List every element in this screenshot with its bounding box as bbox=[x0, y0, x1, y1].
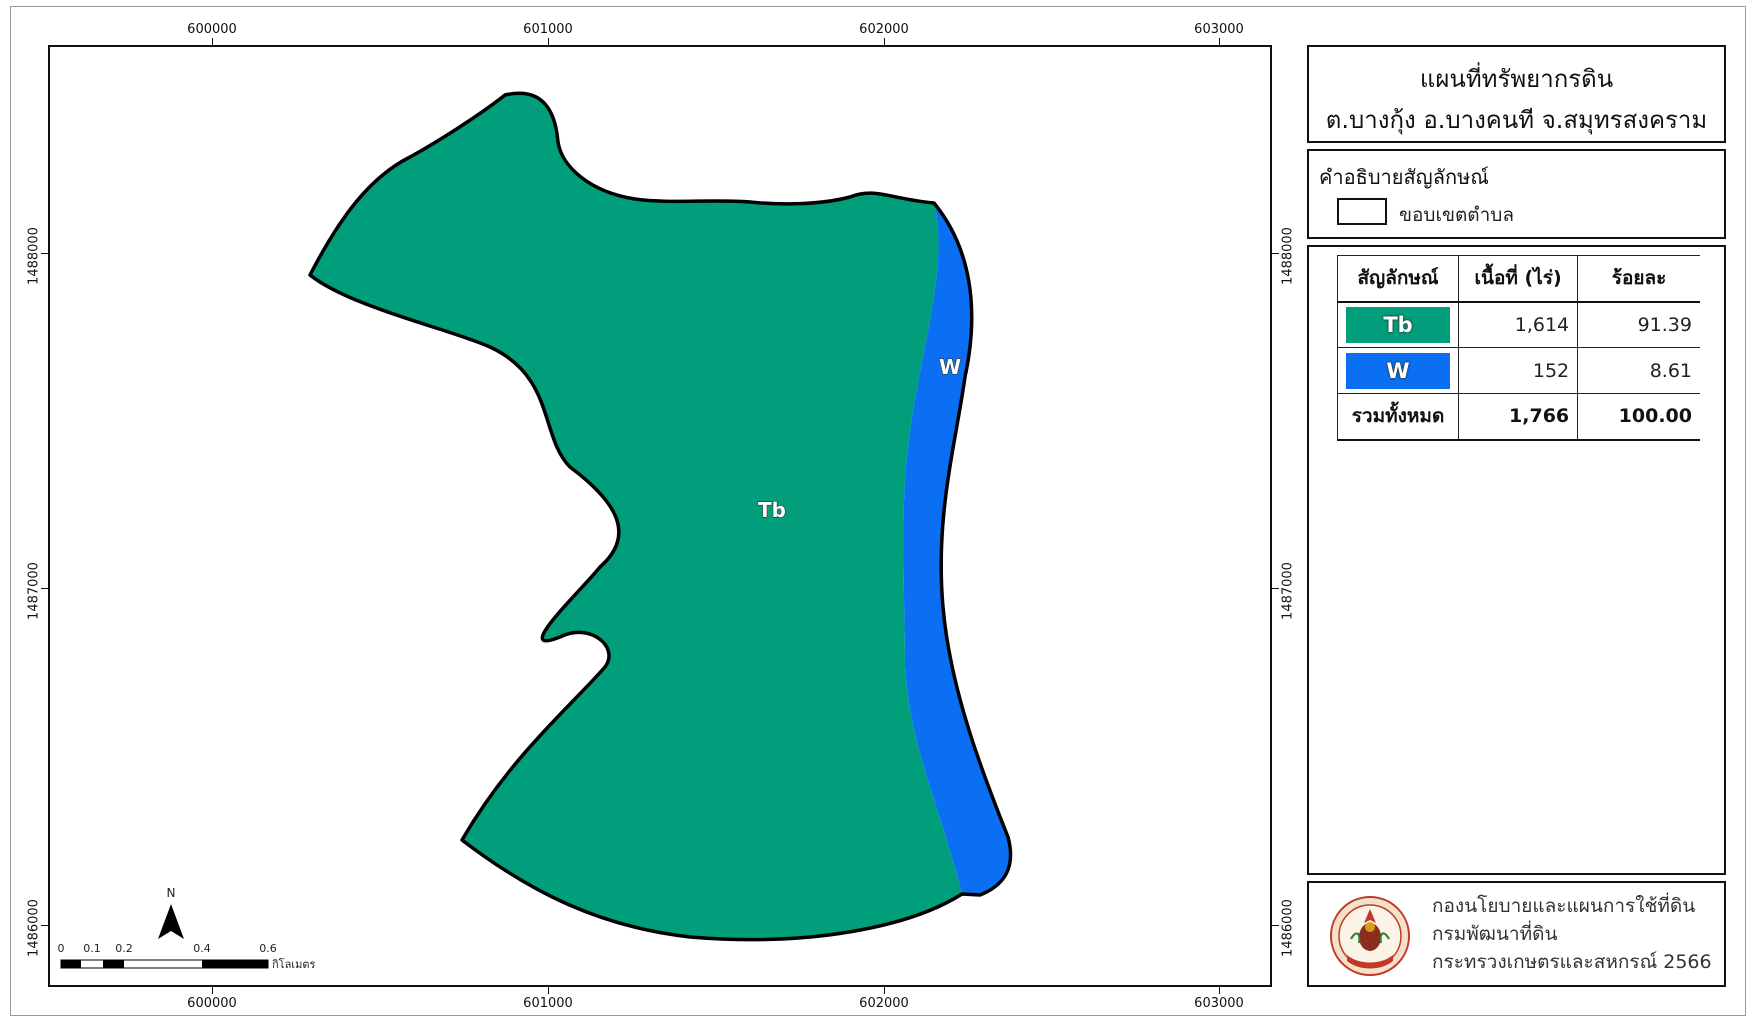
x-coord-bottom-603000: 603000 bbox=[1194, 996, 1244, 1011]
subdistrict-boundary bbox=[308, 91, 1013, 942]
tick-top bbox=[548, 38, 549, 45]
scale-tick-label: 0.1 bbox=[83, 942, 101, 955]
tick-left bbox=[41, 925, 48, 926]
tick-top bbox=[884, 38, 885, 45]
scale-unit-label: กิโลเมตร bbox=[272, 957, 316, 971]
agency-panel: กองนโยบายและแผนการใช้ที่ดิน กรมพัฒนาที่ด… bbox=[1307, 881, 1726, 987]
agency-line1: กองนโยบายและแผนการใช้ที่ดิน bbox=[1432, 895, 1696, 917]
y-coord-left-1486000: 1486000 bbox=[26, 899, 42, 957]
table-total-percent: 100.00 bbox=[1577, 393, 1700, 441]
area-table-panel: สัญลักษณ์ เนื้อที่ (ไร่) ร้อยละ Tb 1,614… bbox=[1307, 245, 1726, 875]
map-label-w: W bbox=[939, 355, 961, 379]
table-cell-percent: 91.39 bbox=[1577, 301, 1700, 348]
outer-frame bbox=[10, 6, 1746, 1016]
map-frame: Tb W N 0 0.1 0.2 0.4 0.6 กิโลเมตร bbox=[48, 45, 1272, 987]
table-row: Tb 1,614 91.39 bbox=[1337, 301, 1700, 348]
tick-right bbox=[1272, 925, 1279, 926]
agency-line2: กรมพัฒนาที่ดิน bbox=[1432, 923, 1558, 945]
y-coord-left-1488000: 1488000 bbox=[26, 227, 42, 285]
map-label-tb: Tb bbox=[758, 498, 786, 522]
tick-left bbox=[41, 588, 48, 589]
map-canvas: Tb W N 0 0.1 0.2 0.4 0.6 กิโลเมตร bbox=[58, 91, 1013, 971]
tick-bottom bbox=[884, 987, 885, 994]
map-title-line1: แผนที่ทรัพยากรดิน bbox=[1419, 65, 1614, 93]
tick-top bbox=[212, 38, 213, 45]
table-header-percent: ร้อยละ bbox=[1577, 255, 1700, 303]
soil-unit-w-swatch: W bbox=[1346, 352, 1450, 389]
agency-line3: กระทรวงเกษตรและสหกรณ์ 2566 bbox=[1432, 951, 1712, 973]
legend-item-boundary-label: ขอบเขตตำบล bbox=[1399, 204, 1514, 226]
soil-unit-tb-area[interactable] bbox=[310, 93, 962, 940]
tick-left bbox=[41, 253, 48, 254]
scale-tick-label: 0.4 bbox=[193, 942, 211, 955]
north-arrow-icon: N bbox=[158, 886, 184, 939]
table-header-area: เนื้อที่ (ไร่) bbox=[1458, 255, 1579, 303]
scale-tick-label: 0 bbox=[58, 942, 65, 955]
boundary-outline-icon bbox=[1337, 198, 1387, 225]
table-cell-area: 152 bbox=[1458, 347, 1579, 394]
tick-bottom bbox=[548, 987, 549, 994]
area-table: สัญลักษณ์ เนื้อที่ (ไร่) ร้อยละ Tb 1,614… bbox=[1337, 255, 1700, 441]
table-cell-area: 1,614 bbox=[1458, 301, 1579, 348]
scale-tick-label: 0.2 bbox=[115, 942, 133, 955]
tick-right bbox=[1272, 253, 1279, 254]
table-cell-symbol: W bbox=[1337, 347, 1459, 394]
x-coord-top-600000: 600000 bbox=[187, 22, 237, 37]
scale-bar: 0 0.1 0.2 0.4 0.6 กิโลเมตร bbox=[58, 942, 316, 971]
table-header-symbol: สัญลักษณ์ bbox=[1337, 255, 1459, 303]
table-header-row: สัญลักษณ์ เนื้อที่ (ไร่) ร้อยละ bbox=[1337, 255, 1700, 303]
y-coord-right-1487000: 1487000 bbox=[1280, 562, 1296, 620]
tick-bottom bbox=[212, 987, 213, 994]
y-coord-left-1487000: 1487000 bbox=[26, 562, 42, 620]
x-coord-bottom-602000: 602000 bbox=[859, 996, 909, 1011]
legend-panel: คำอธิบายสัญลักษณ์ ขอบเขตตำบล bbox=[1307, 149, 1726, 239]
y-coord-right-1488000: 1488000 bbox=[1280, 227, 1296, 285]
tick-bottom bbox=[1219, 987, 1220, 994]
land-development-department-seal bbox=[1330, 896, 1410, 976]
table-row: W 152 8.61 bbox=[1337, 347, 1700, 394]
tick-right bbox=[1272, 588, 1279, 589]
x-coord-bottom-600000: 600000 bbox=[187, 996, 237, 1011]
north-arrow-letter: N bbox=[167, 886, 176, 900]
x-coord-bottom-601000: 601000 bbox=[523, 996, 573, 1011]
map-title-line2: ต.บางกุ้ง อ.บางคนที จ.สมุทรสงคราม bbox=[1325, 106, 1708, 134]
x-coord-top-602000: 602000 bbox=[859, 22, 909, 37]
scale-tick-label: 0.6 bbox=[259, 942, 277, 955]
y-coord-right-1486000: 1486000 bbox=[1280, 899, 1296, 957]
table-cell-symbol: Tb bbox=[1337, 301, 1459, 348]
soil-unit-tb-swatch: Tb bbox=[1346, 306, 1450, 343]
soil-unit-w-area[interactable] bbox=[903, 203, 1011, 895]
x-coord-top-603000: 603000 bbox=[1194, 22, 1244, 37]
x-coord-top-601000: 601000 bbox=[523, 22, 573, 37]
table-total-label: รวมทั้งหมด bbox=[1337, 393, 1459, 441]
legend-title: คำอธิบายสัญลักษณ์ bbox=[1319, 165, 1489, 189]
title-panel: แผนที่ทรัพยากรดิน ต.บางกุ้ง อ.บางคนที จ.… bbox=[1307, 45, 1726, 143]
table-total-row: รวมทั้งหมด 1,766 100.00 bbox=[1337, 393, 1700, 441]
table-total-area: 1,766 bbox=[1458, 393, 1579, 441]
tick-top bbox=[1219, 38, 1220, 45]
table-cell-percent: 8.61 bbox=[1577, 347, 1700, 394]
